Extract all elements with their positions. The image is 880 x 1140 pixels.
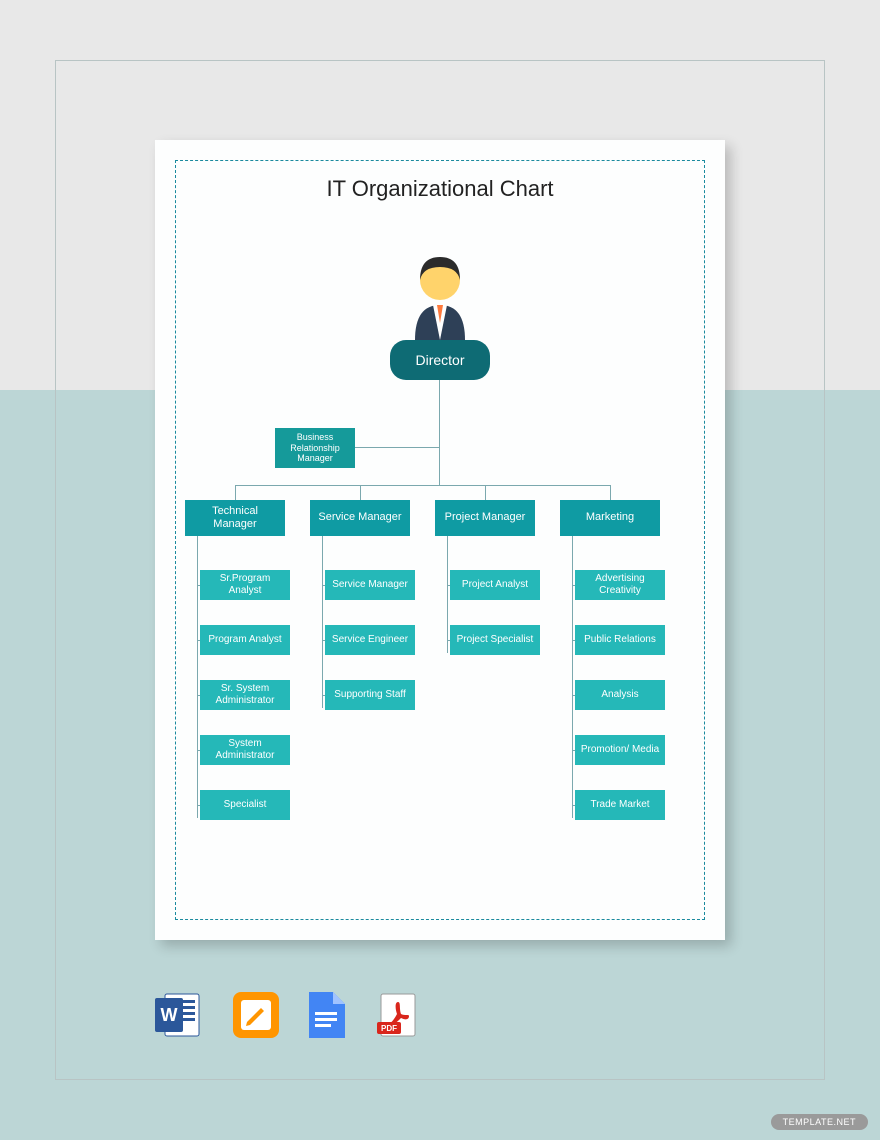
leaf-node: Program Analyst (200, 625, 290, 655)
connector-line (439, 380, 440, 485)
node-label: System Administrator (204, 738, 286, 762)
svg-text:PDF: PDF (381, 1024, 397, 1033)
gdocs-icon (307, 990, 347, 1040)
manager-service: Service Manager (310, 500, 410, 536)
leaf-node: Service Manager (325, 570, 415, 600)
connector-line (485, 485, 486, 500)
node-label: Trade Market (590, 799, 649, 811)
svg-text:W: W (161, 1005, 178, 1025)
node-label: Analysis (601, 689, 638, 701)
pdf-icon: PDF (375, 992, 421, 1038)
leaf-node: System Administrator (200, 735, 290, 765)
connector-line (610, 485, 611, 500)
leaf-node: Project Analyst (450, 570, 540, 600)
node-label: Sr.Program Analyst (204, 573, 286, 597)
node-label: Service Manager (332, 579, 408, 591)
connector-line (360, 485, 361, 500)
watermark-badge: TEMPLATE.NET (771, 1114, 868, 1130)
manager-project: Project Manager (435, 500, 535, 536)
director-avatar-icon (395, 245, 485, 345)
leaf-node: Project Specialist (450, 625, 540, 655)
leaf-node: Supporting Staff (325, 680, 415, 710)
leaf-node: Advertising Creativity (575, 570, 665, 600)
manager-technical: Technical Manager (185, 500, 285, 536)
word-icon: W (155, 990, 205, 1040)
leaf-node: Specialist (200, 790, 290, 820)
connector-line (355, 447, 439, 448)
leaf-node: Sr. System Administrator (200, 680, 290, 710)
connector-line (322, 536, 323, 708)
node-label: Project Manager (445, 511, 526, 524)
node-label: Advertising Creativity (579, 573, 661, 597)
brm-label: Business Relationship Manager (279, 432, 351, 464)
pages-icon (233, 992, 279, 1038)
node-label: Marketing (586, 511, 634, 524)
node-label: Specialist (224, 799, 267, 811)
leaf-node: Public Relations (575, 625, 665, 655)
director-node-label: Director (415, 352, 464, 368)
leaf-node: Promotion/ Media (575, 735, 665, 765)
file-formats-row: W PDF (155, 990, 421, 1040)
node-label: Technical Manager (189, 505, 281, 531)
connector-line (572, 536, 573, 818)
node-label: Public Relations (584, 634, 656, 646)
node-label: Project Specialist (457, 634, 534, 646)
node-label: Service Engineer (332, 634, 408, 646)
leaf-node: Trade Market (575, 790, 665, 820)
node-label: Sr. System Administrator (204, 683, 286, 707)
connector-line (197, 536, 198, 818)
node-label: Program Analyst (208, 634, 281, 646)
connector-line (447, 536, 448, 653)
template-page: IT Organizational Chart Director Busines… (155, 140, 725, 940)
brm-node: Business Relationship Manager (275, 428, 355, 468)
connector-line (235, 485, 610, 486)
leaf-node: Sr.Program Analyst (200, 570, 290, 600)
node-label: Promotion/ Media (581, 744, 659, 756)
node-label: Service Manager (318, 511, 401, 524)
leaf-node: Service Engineer (325, 625, 415, 655)
manager-marketing: Marketing (560, 500, 660, 536)
node-label: Supporting Staff (334, 689, 406, 701)
node-label: Project Analyst (462, 579, 528, 591)
connector-line (235, 485, 236, 500)
leaf-node: Analysis (575, 680, 665, 710)
chart-title: IT Organizational Chart (155, 176, 725, 202)
director-node: Director (390, 340, 490, 380)
